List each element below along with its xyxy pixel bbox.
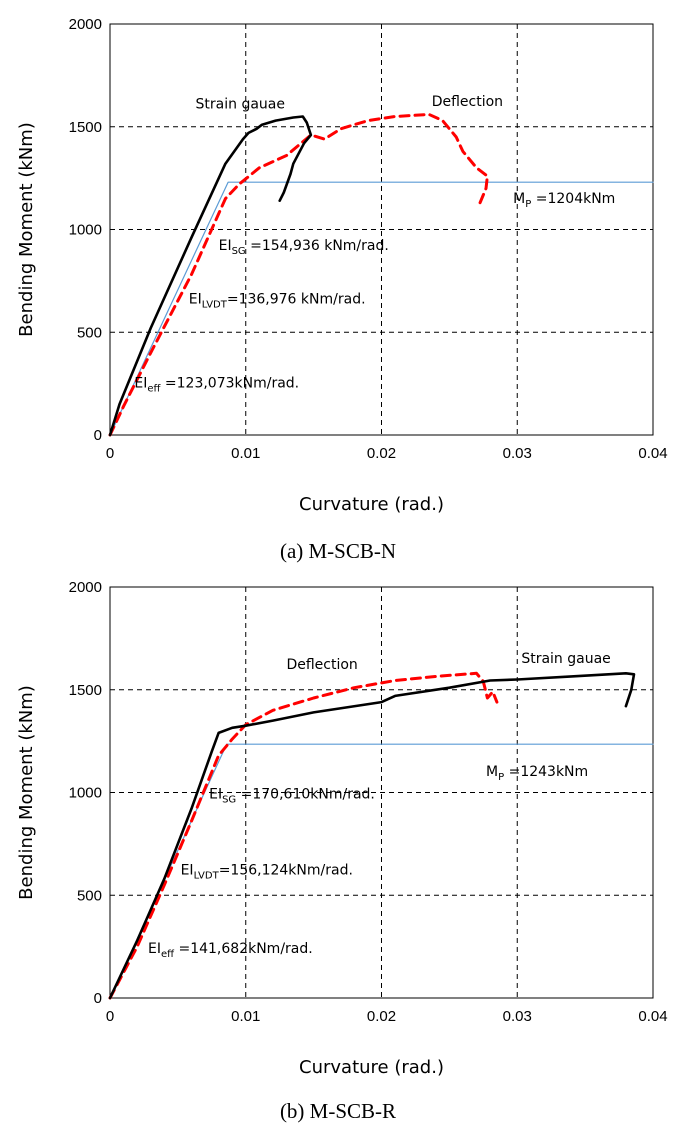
- x-tick-label: 0.03: [503, 445, 532, 462]
- plot-frame: [109, 23, 654, 436]
- y-axis-title: Bending Moment (kNm): [16, 685, 37, 900]
- y-tick-label: 1000: [69, 222, 102, 239]
- annotation-label-strain: Strain gauae: [521, 651, 610, 667]
- x-tick-label: 0: [106, 445, 114, 462]
- plot-frame: [109, 586, 654, 999]
- y-tick-label: 0: [94, 990, 102, 1007]
- annotation-label-eieff: EIeff =123,073kNm/rad.: [134, 376, 299, 395]
- annotation-label-eieff: EIeff =141,682kNm/rad.: [148, 941, 313, 960]
- series-line-idealized: [109, 181, 654, 436]
- annotation-label-mp: MP =1204kNm: [513, 191, 615, 210]
- x-tick-label: 0.04: [638, 445, 667, 462]
- y-tick-label: 2000: [69, 16, 102, 33]
- x-axis-title: Curvature (rad.): [299, 494, 444, 515]
- y-tick-label: 1000: [69, 785, 102, 802]
- annotation-label-strain: Strain gauae: [196, 96, 285, 112]
- x-tick-label: 0.01: [231, 445, 260, 462]
- x-tick-label: 0.02: [367, 445, 396, 462]
- y-tick-label: 500: [77, 324, 102, 341]
- x-tick-label: 0.02: [367, 1008, 396, 1025]
- y-tick-label: 2000: [69, 579, 102, 596]
- series-line-deflection: [108, 112, 489, 437]
- series-line-strain-gauae: [108, 115, 313, 437]
- y-tick-label: 1500: [69, 682, 102, 699]
- annotation-label-deflection: Deflection: [286, 657, 357, 673]
- series-line-strain-gauae: [108, 671, 636, 1000]
- x-tick-label: 0.03: [503, 1008, 532, 1025]
- x-axis-title: Curvature (rad.): [299, 1057, 444, 1078]
- chart-a: 0 0.01 0.02 0.03 0.04 0 500 1000 1500 2000 Curvatu…: [16, 16, 668, 563]
- chart-b: 0 0.01 0.02 0.03 0.04 0 500 1000 1500 2000 Curvatu…: [16, 579, 668, 1123]
- series-line-deflection: [108, 671, 499, 1000]
- annotation-label-eisg: EISG =154,936 kNm/rad.: [219, 238, 389, 257]
- annotation-label-eilvdt: EILVDT=136,976 kNm/rad.: [189, 291, 366, 310]
- x-tick-label: 0: [106, 1008, 114, 1025]
- y-tick-label: 1500: [69, 119, 102, 136]
- y-axis-title: Bending Moment (kNm): [16, 122, 37, 337]
- annotation-label-mp: MP =1243kNm: [486, 764, 588, 783]
- annotation-label-eilvdt: EILVDT=156,124kNm/rad.: [181, 863, 353, 882]
- y-tick-label: 0: [94, 427, 102, 444]
- annotation-label-deflection: Deflection: [432, 94, 503, 110]
- y-tick-label: 500: [77, 887, 102, 904]
- figure-caption: (b) M-SCB-R: [280, 1099, 396, 1123]
- figure-caption: (a) M-SCB-N: [280, 539, 396, 563]
- annotation-label-eisg: EISG =170,610kNm/rad.: [209, 787, 375, 806]
- x-tick-label: 0.04: [638, 1008, 667, 1025]
- x-tick-label: 0.01: [231, 1008, 260, 1025]
